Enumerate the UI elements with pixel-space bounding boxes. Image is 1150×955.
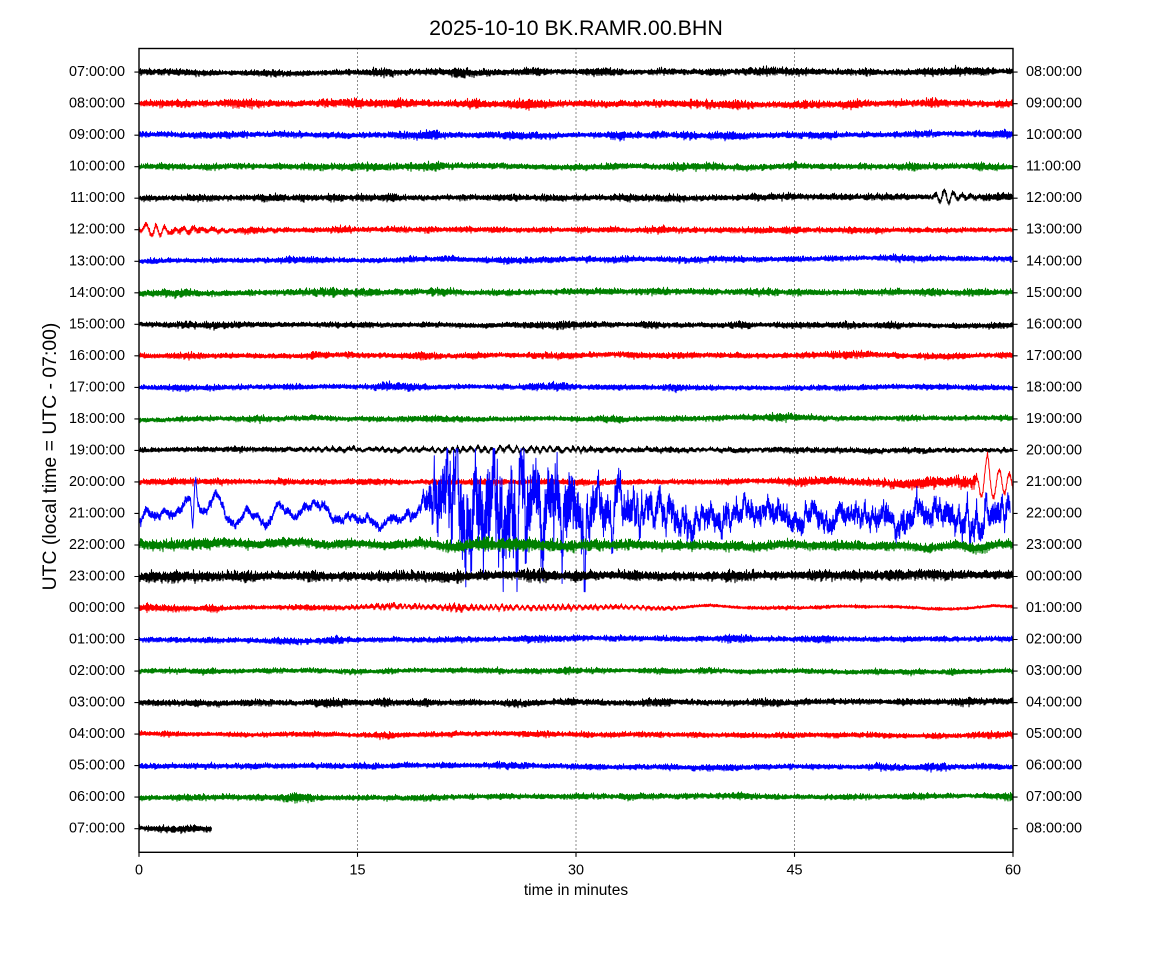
svg-text:00:00:00: 00:00:00 (1026, 569, 1082, 585)
svg-text:20:00:00: 20:00:00 (69, 474, 125, 490)
svg-text:14:00:00: 14:00:00 (69, 285, 125, 301)
svg-text:2025-10-10 BK.RAMR.00.BHN: 2025-10-10 BK.RAMR.00.BHN (429, 16, 723, 40)
svg-text:09:00:00: 09:00:00 (69, 127, 125, 143)
svg-text:10:00:00: 10:00:00 (69, 159, 125, 175)
svg-text:21:00:00: 21:00:00 (1026, 474, 1082, 490)
svg-text:19:00:00: 19:00:00 (69, 442, 125, 458)
svg-text:18:00:00: 18:00:00 (69, 411, 125, 427)
svg-text:06:00:00: 06:00:00 (69, 789, 125, 805)
svg-text:17:00:00: 17:00:00 (1026, 348, 1082, 364)
svg-text:05:00:00: 05:00:00 (69, 758, 125, 774)
svg-text:05:00:00: 05:00:00 (1026, 726, 1082, 742)
svg-text:01:00:00: 01:00:00 (69, 632, 125, 648)
svg-text:15:00:00: 15:00:00 (69, 316, 125, 332)
svg-text:03:00:00: 03:00:00 (1026, 663, 1082, 679)
svg-text:09:00:00: 09:00:00 (1026, 96, 1082, 112)
svg-text:04:00:00: 04:00:00 (69, 726, 125, 742)
svg-text:21:00:00: 21:00:00 (69, 505, 125, 521)
svg-text:19:00:00: 19:00:00 (1026, 411, 1082, 427)
svg-text:17:00:00: 17:00:00 (69, 379, 125, 395)
svg-text:0: 0 (135, 863, 143, 879)
svg-text:15:00:00: 15:00:00 (1026, 285, 1082, 301)
svg-text:03:00:00: 03:00:00 (69, 695, 125, 711)
svg-text:08:00:00: 08:00:00 (1026, 64, 1082, 80)
svg-text:08:00:00: 08:00:00 (69, 96, 125, 112)
svg-text:12:00:00: 12:00:00 (1026, 190, 1082, 206)
svg-text:13:00:00: 13:00:00 (1026, 222, 1082, 238)
svg-text:08:00:00: 08:00:00 (1026, 821, 1082, 837)
svg-text:16:00:00: 16:00:00 (1026, 316, 1082, 332)
svg-text:07:00:00: 07:00:00 (69, 821, 125, 837)
svg-text:15: 15 (349, 863, 365, 879)
svg-text:04:00:00: 04:00:00 (1026, 695, 1082, 711)
svg-text:45: 45 (786, 863, 802, 879)
svg-text:01:00:00: 01:00:00 (1026, 600, 1082, 616)
svg-text:11:00:00: 11:00:00 (70, 190, 125, 206)
svg-text:60: 60 (1005, 863, 1021, 879)
svg-text:13:00:00: 13:00:00 (69, 253, 125, 269)
svg-text:23:00:00: 23:00:00 (1026, 537, 1082, 553)
svg-text:12:00:00: 12:00:00 (69, 222, 125, 238)
svg-text:10:00:00: 10:00:00 (1026, 127, 1082, 143)
svg-text:11:00:00: 11:00:00 (1026, 159, 1081, 175)
svg-text:20:00:00: 20:00:00 (1026, 442, 1082, 458)
svg-text:02:00:00: 02:00:00 (1026, 632, 1082, 648)
svg-text:22:00:00: 22:00:00 (1026, 505, 1082, 521)
svg-text:06:00:00: 06:00:00 (1026, 758, 1082, 774)
svg-text:16:00:00: 16:00:00 (69, 348, 125, 364)
svg-text:07:00:00: 07:00:00 (1026, 789, 1082, 805)
svg-text:30: 30 (568, 863, 584, 879)
svg-text:00:00:00: 00:00:00 (69, 600, 125, 616)
svg-text:02:00:00: 02:00:00 (69, 663, 125, 679)
svg-text:18:00:00: 18:00:00 (1026, 379, 1082, 395)
svg-text:14:00:00: 14:00:00 (1026, 253, 1082, 269)
svg-text:23:00:00: 23:00:00 (69, 569, 125, 585)
svg-text:time in minutes: time in minutes (524, 882, 628, 899)
svg-text:UTC (local time = UTC - 07:00): UTC (local time = UTC - 07:00) (39, 323, 61, 591)
svg-text:22:00:00: 22:00:00 (69, 537, 125, 553)
svg-text:07:00:00: 07:00:00 (69, 64, 125, 80)
